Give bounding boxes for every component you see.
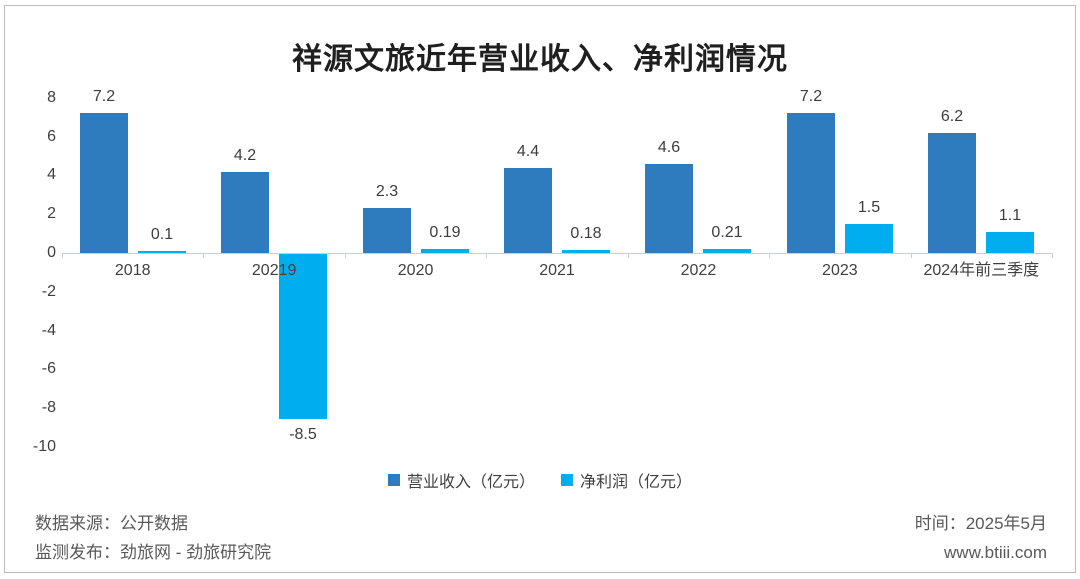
net-profit-bar xyxy=(703,248,751,253)
canvas-border-frame xyxy=(4,5,1076,573)
y-axis-tick-label: 0 xyxy=(47,244,56,261)
legend-label: 净利润（亿元） xyxy=(580,474,693,491)
data-source-text: 数据来源：公开数据 xyxy=(35,514,188,533)
x-axis-category-label: 2018 xyxy=(114,262,151,279)
bar-value-label: 4.2 xyxy=(233,146,257,164)
net-profit-bar xyxy=(421,249,469,253)
x-axis-tick-mark xyxy=(1052,253,1053,258)
x-axis-tick-mark xyxy=(203,253,204,258)
x-axis-category-label: 2021 xyxy=(539,262,575,279)
net-profit-bar xyxy=(562,249,610,253)
chart-title: 祥源文旅近年营业收入、净利润情况 xyxy=(292,43,788,76)
y-axis-tick-label: 4 xyxy=(47,166,56,184)
net-profit-bar xyxy=(986,231,1034,253)
x-axis-tick-mark xyxy=(345,253,346,258)
x-axis-category-label: 20219 xyxy=(251,262,297,279)
x-axis-tick-mark xyxy=(628,253,629,258)
bar-value-label: 0.18 xyxy=(570,224,602,242)
legend-swatch-icon xyxy=(387,474,400,486)
revenue-bar xyxy=(928,132,976,253)
website-text: www.btiii.com xyxy=(944,543,1047,562)
revenue-bar xyxy=(221,171,269,253)
x-axis-category-label: 2023 xyxy=(822,262,858,279)
publisher-text: 监测发布：劲旅网 - 劲旅研究院 xyxy=(35,543,272,562)
bar-value-label: 1.5 xyxy=(857,198,881,216)
net-profit-bar xyxy=(138,251,186,253)
x-axis-tick-mark xyxy=(486,253,487,258)
legend-swatch-icon xyxy=(561,474,573,486)
revenue-bar xyxy=(80,113,128,253)
bar-value-label: 4.4 xyxy=(516,142,540,160)
y-axis-tick-label: 8 xyxy=(47,88,56,106)
net-profit-bar xyxy=(845,223,893,253)
bar-value-label: 4.6 xyxy=(657,138,681,156)
bar-value-label: 0.1 xyxy=(150,226,174,244)
bar-value-label: 0.19 xyxy=(429,224,461,242)
footer-meta-block: 时间：2025年5月 www.btiii.com xyxy=(915,509,1047,567)
y-axis-tick-label: 6 xyxy=(47,127,56,145)
y-axis-tick-label: -2 xyxy=(41,282,56,300)
y-axis-tick-label: -10 xyxy=(32,438,56,455)
time-text: 时间：2025年5月 xyxy=(914,514,1047,533)
net-profit-bar xyxy=(279,254,327,419)
x-axis-category-label: 2024年前三季度 xyxy=(923,262,1040,279)
legend-item-revenue: 营业收入（亿元） xyxy=(387,468,535,492)
bar-value-label: 1.1 xyxy=(998,206,1022,224)
x-axis-tick-mark xyxy=(911,253,912,258)
revenue-bar xyxy=(787,113,835,253)
y-axis-tick-label: -4 xyxy=(41,321,56,339)
revenue-bar xyxy=(504,167,552,253)
legend-label: 营业收入（亿元） xyxy=(406,474,535,491)
y-axis-tick-label: -8 xyxy=(41,399,56,417)
bar-value-label: 6.2 xyxy=(940,107,964,125)
x-axis-line xyxy=(62,253,1052,254)
revenue-bar xyxy=(363,208,411,253)
y-axis-tick-label: -6 xyxy=(41,360,56,378)
x-axis-category-label: 2022 xyxy=(680,262,717,279)
bar-value-label: 2.3 xyxy=(375,183,399,201)
bar-value-label: 0.21 xyxy=(711,223,743,241)
bar-value-label: -8.5 xyxy=(289,425,317,443)
x-axis-category-label: 2020 xyxy=(397,262,434,279)
bar-value-label: 7.2 xyxy=(92,88,116,106)
y-axis-tick-label: 2 xyxy=(47,205,56,223)
chart-legend: 营业收入（亿元） 净利润（亿元） xyxy=(0,468,1080,492)
footer-source-block: 数据来源：公开数据 监测发布：劲旅网 - 劲旅研究院 xyxy=(35,509,271,567)
x-axis-tick-mark xyxy=(62,253,63,258)
revenue-bar xyxy=(645,163,693,253)
x-axis-tick-mark xyxy=(769,253,770,258)
bar-value-label: 7.2 xyxy=(799,88,823,106)
legend-item-net-profit: 净利润（亿元） xyxy=(561,468,692,492)
